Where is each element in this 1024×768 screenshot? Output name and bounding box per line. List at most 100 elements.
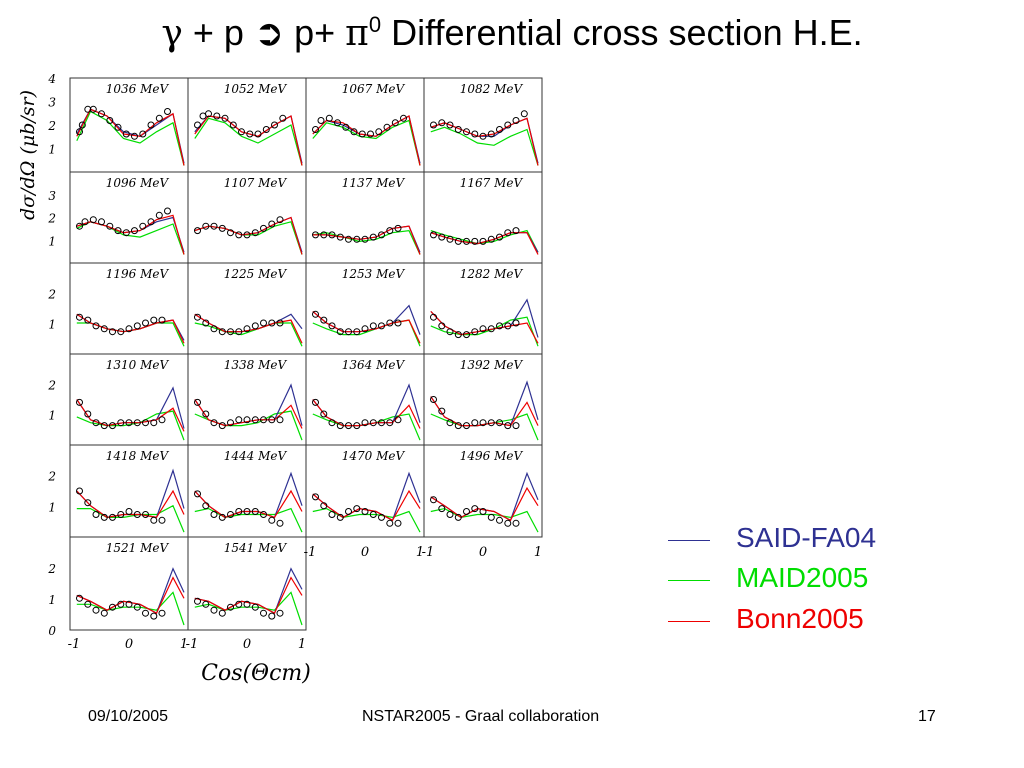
data-point: [334, 119, 341, 127]
data-point: [260, 224, 267, 232]
panel-energy-label: 1052 MeV: [224, 82, 288, 96]
data-point: [76, 222, 83, 230]
data-point: [106, 117, 114, 124]
title-arrow-icon: ➲: [253, 12, 285, 53]
data-point: [92, 419, 100, 427]
maid-curve: [76, 591, 185, 626]
data-point: [463, 128, 470, 136]
data-point: [76, 594, 83, 602]
data-point: [155, 211, 163, 219]
y-tick-label: 1: [48, 500, 56, 514]
data-point: [358, 130, 366, 138]
data-point: [147, 218, 155, 226]
data-point: [328, 419, 336, 427]
panel: 1496 MeV: [423, 444, 543, 538]
data-point: [375, 128, 383, 136]
footer-date: 09/10/2005: [88, 708, 169, 725]
data-point: [430, 231, 437, 239]
panel-energy-label: 1310 MeV: [106, 358, 170, 372]
x-tick-label: 1: [180, 637, 188, 652]
data-point: [353, 235, 361, 243]
data-point: [463, 237, 470, 245]
data-point: [378, 513, 385, 521]
x-tick-label: 0: [243, 637, 251, 652]
panel-energy-label: 1167 MeV: [460, 176, 524, 190]
data-point: [235, 328, 243, 336]
data-point: [430, 313, 437, 321]
data-point: [361, 419, 369, 427]
x-tick-label: -1: [304, 545, 317, 560]
panel-frame: [69, 444, 189, 538]
x-tick-label: 0: [361, 545, 369, 560]
panel-frame: [69, 353, 189, 446]
panel-frame: [423, 444, 543, 538]
panel: 1107 MeV: [187, 171, 307, 264]
data-point: [512, 422, 520, 430]
data-point: [109, 513, 116, 521]
data-point: [479, 419, 487, 427]
data-point: [312, 126, 319, 133]
data-point: [504, 422, 512, 430]
panel-energy-label: 1082 MeV: [460, 82, 524, 96]
data-point: [438, 322, 446, 330]
data-point: [202, 222, 210, 230]
data-point: [446, 419, 454, 427]
x-axis-label: Cos(Θcm): [201, 661, 311, 686]
data-point: [210, 325, 218, 333]
data-point: [210, 511, 218, 518]
panel: 1541 MeV: [187, 536, 307, 631]
data-point: [336, 328, 344, 336]
panel-energy-label: 1496 MeV: [460, 449, 524, 463]
x-tick-label: 1: [534, 545, 542, 560]
data-point: [328, 511, 336, 518]
maid-curve: [312, 507, 421, 533]
data-point: [106, 222, 114, 230]
data-point: [369, 233, 377, 241]
data-point: [76, 313, 83, 321]
data-point: [117, 511, 125, 518]
panel: 1364 MeV: [305, 353, 425, 446]
data-point: [218, 422, 226, 430]
y-tick-label: 1: [48, 234, 56, 248]
data-point: [89, 216, 97, 224]
data-point: [125, 508, 133, 515]
data-point: [150, 419, 158, 427]
y-tick-label: 2: [47, 562, 56, 576]
data-point: [109, 328, 116, 336]
panel: 1392 MeV: [423, 353, 543, 446]
panel-energy-label: 1107 MeV: [224, 176, 288, 190]
data-point: [98, 218, 105, 226]
panel: 1282 MeV: [423, 262, 543, 355]
data-point: [276, 609, 284, 617]
data-point: [268, 612, 276, 620]
panel-energy-label: 1418 MeV: [106, 449, 170, 463]
x-tick-label: -1: [68, 637, 81, 652]
maid-curve: [312, 119, 421, 166]
data-point: [369, 511, 377, 518]
data-point: [84, 410, 92, 418]
data-point: [229, 121, 237, 129]
data-point: [378, 419, 385, 427]
data-point: [92, 511, 100, 518]
data-point: [158, 516, 166, 524]
data-point: [312, 231, 319, 239]
data-point: [260, 511, 267, 518]
data-point: [76, 128, 83, 136]
title-pi: π: [345, 13, 369, 54]
data-point: [202, 502, 210, 510]
data-point: [342, 123, 350, 131]
data-point: [158, 316, 166, 324]
data-point: [122, 229, 130, 237]
panel-energy-label: 1225 MeV: [224, 267, 288, 281]
panel-frame: [187, 536, 307, 631]
data-point: [251, 508, 259, 515]
data-point: [430, 396, 437, 403]
panel-frame: [187, 353, 307, 446]
footer-event: NSTAR2005 - Graal collaboration: [362, 708, 600, 725]
data-point: [243, 508, 251, 515]
legend-maid-line: [668, 580, 710, 581]
legend-said-line: [668, 540, 710, 541]
data-point: [142, 609, 149, 617]
data-point: [394, 319, 402, 327]
